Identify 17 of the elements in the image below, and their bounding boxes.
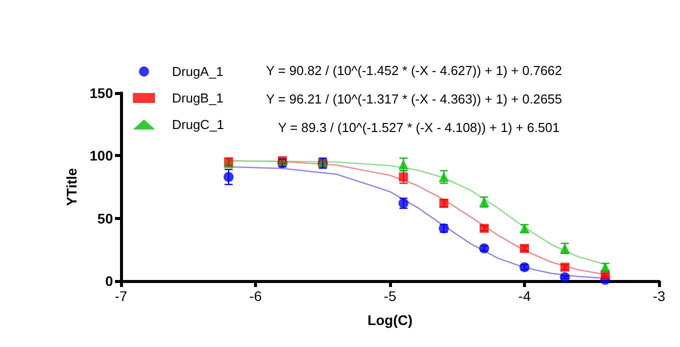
- y-tick-label: 150: [90, 85, 114, 101]
- x-tick-label: -5: [384, 288, 396, 304]
- x-axis-title: Log(C): [367, 312, 413, 328]
- x-tick-label: -4: [518, 288, 531, 304]
- x-tick-label: -7: [114, 288, 128, 304]
- annotation: Y = 89.3 / (10^(-1.527 * (-X - 4.108)) + 1) + 6.501: [278, 120, 560, 135]
- legend-label: DrugA_1: [172, 64, 224, 79]
- x-tick-label: -6: [249, 288, 262, 304]
- y-tick-label: 0: [105, 273, 114, 289]
- y-tick-label: 50: [97, 210, 114, 226]
- text: Y = 90.82 / (10^(-1.452 * (-X - 4.627)) + 1) + 0.7662: [266, 63, 562, 78]
- y-tick-label: 100: [90, 148, 114, 164]
- legend-label: DrugC_1: [172, 117, 224, 132]
- annotation: Y = 96.21 / (10^(-1.317 * (-X - 4.363)) + 1) + 0.2655: [266, 92, 562, 106]
- x-tick-label: -3: [652, 288, 666, 304]
- y-axis-title: YTitle: [64, 168, 80, 206]
- legend-label: DrugB_1: [172, 90, 224, 106]
